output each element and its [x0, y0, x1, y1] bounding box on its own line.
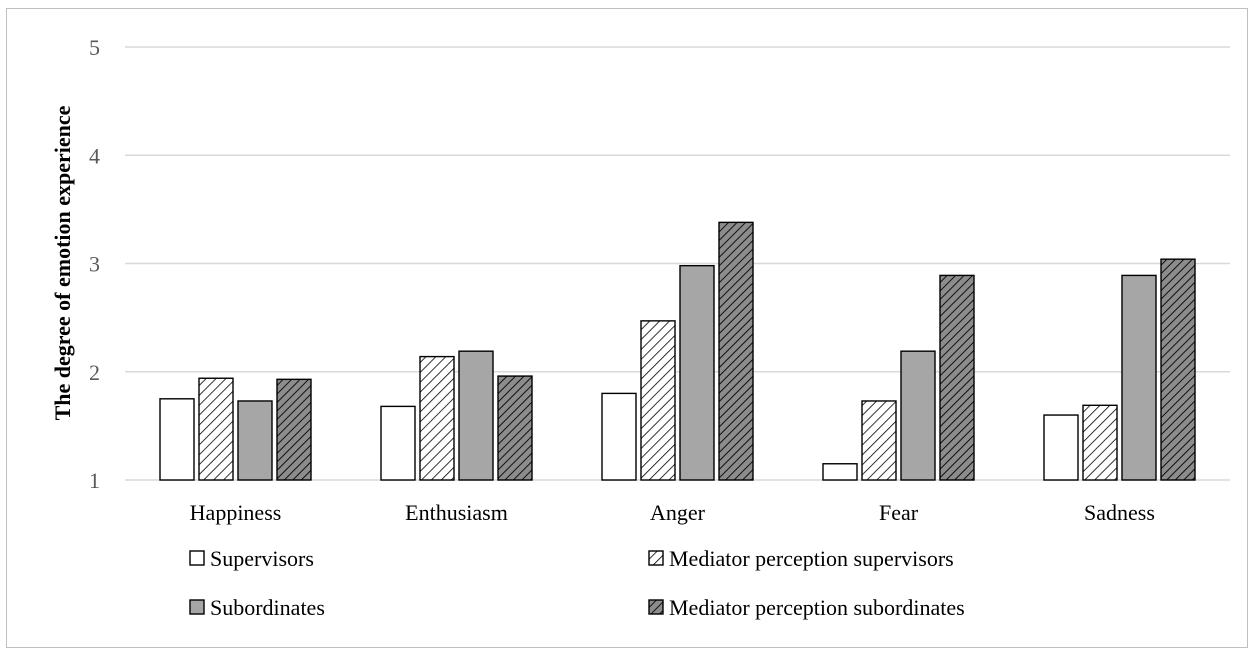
legend-swatch [189, 550, 205, 566]
y-tick-label: 3 [89, 252, 100, 277]
bar-fear-supervisors [822, 463, 858, 481]
bar-happiness-supervisors [159, 398, 195, 481]
bar-enthusiasm-subordinates [458, 350, 494, 481]
bar-fear-mediator-perception-subordinates [939, 274, 975, 481]
y-tick-label: 4 [89, 143, 100, 168]
legend-swatch [189, 599, 205, 615]
bar-enthusiasm-supervisors [380, 405, 416, 481]
bar-sadness-subordinates [1121, 274, 1157, 481]
y-axis-label: The degree of emotion experience [50, 105, 75, 420]
legend: Supervisors Mediator perception superviso… [189, 546, 965, 620]
bar-sadness-supervisors [1043, 414, 1079, 481]
legend-label: Mediator perception subordinates [669, 595, 965, 620]
legend-label: Mediator perception supervisors [669, 546, 954, 571]
bar-happiness-mediator-perception-subordinates [276, 378, 312, 481]
legend-label: Supervisors [210, 546, 314, 571]
bar-fear-subordinates [900, 350, 936, 481]
x-category-label: Happiness [190, 500, 282, 525]
legend-swatch [648, 599, 664, 615]
y-tick-label: 5 [89, 35, 100, 60]
legend-label: Subordinates [210, 595, 325, 620]
bar-anger-supervisors [601, 392, 637, 481]
bar-happiness-subordinates [237, 400, 273, 481]
bar-anger-mediator-perception-supervisors [640, 320, 676, 481]
x-category-label: Anger [650, 500, 706, 525]
bar-sadness-mediator-perception-supervisors [1082, 404, 1118, 481]
bars [159, 221, 1196, 481]
bar-sadness-mediator-perception-subordinates [1160, 258, 1196, 481]
bar-happiness-mediator-perception-supervisors [198, 377, 234, 481]
bar-enthusiasm-mediator-perception-subordinates [497, 375, 533, 481]
bar-enthusiasm-mediator-perception-supervisors [419, 355, 455, 481]
x-category-label: Fear [879, 500, 919, 525]
x-category-label: Sadness [1084, 500, 1155, 525]
legend-swatch [648, 550, 664, 566]
bar-anger-subordinates [679, 264, 715, 481]
y-axis-ticks: 1 2 3 4 5 [89, 35, 100, 493]
bar-fear-mediator-perception-supervisors [861, 400, 897, 481]
x-category-label: Enthusiasm [405, 500, 508, 525]
x-axis-categories: Happiness Enthusiasm Anger Fear Sadness [190, 500, 1155, 525]
chart-frame [6, 8, 1248, 648]
y-tick-label: 2 [89, 360, 100, 385]
y-tick-label: 1 [89, 468, 100, 493]
bar-anger-mediator-perception-subordinates [718, 221, 754, 481]
